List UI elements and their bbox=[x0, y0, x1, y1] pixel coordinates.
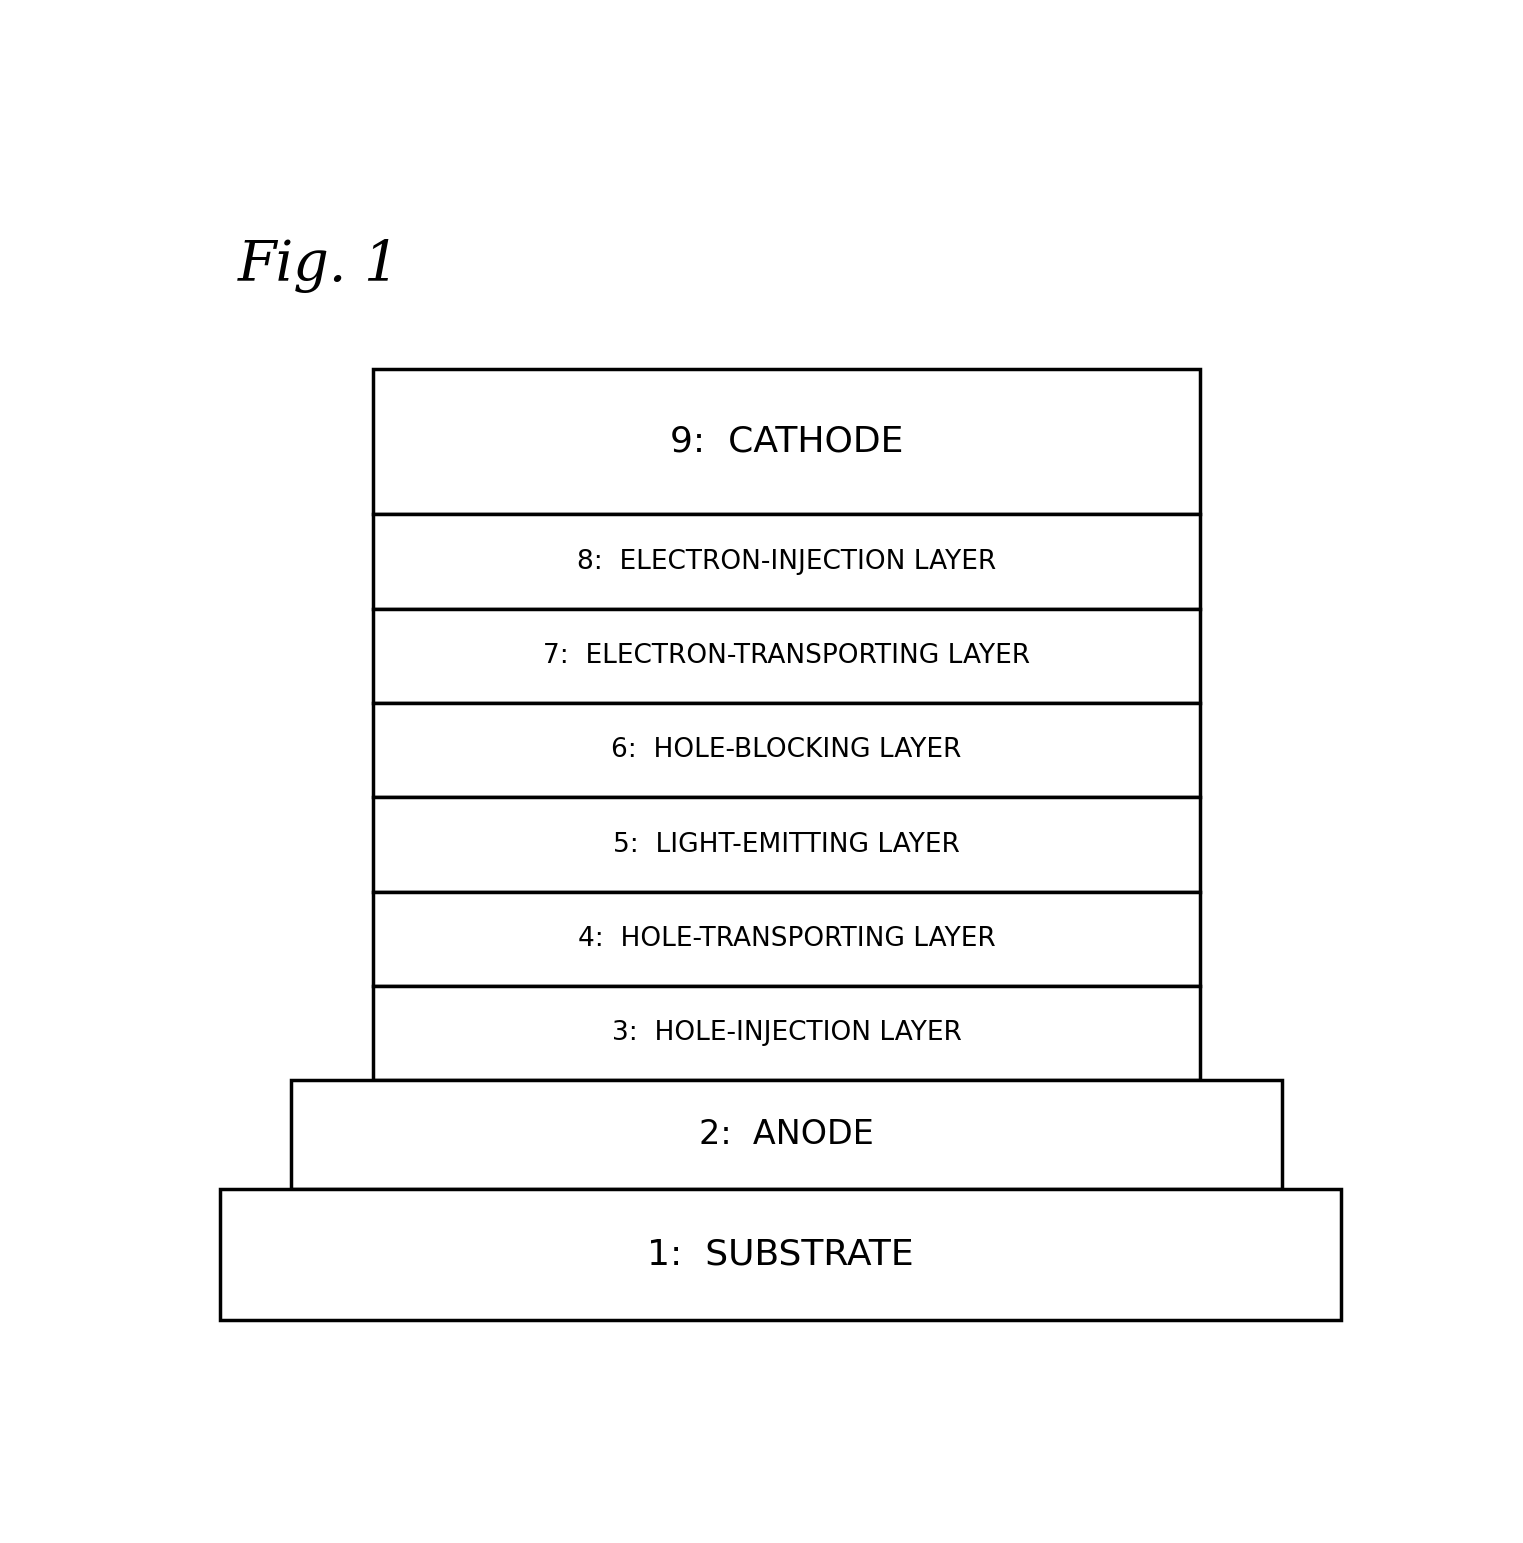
Text: 7:  ELECTRON-TRANSPORTING LAYER: 7: ELECTRON-TRANSPORTING LAYER bbox=[542, 643, 1030, 670]
Text: 4:  HOLE-TRANSPORTING LAYER: 4: HOLE-TRANSPORTING LAYER bbox=[577, 926, 996, 952]
Text: Fig. 1: Fig. 1 bbox=[238, 239, 401, 293]
Text: 3:  HOLE-INJECTION LAYER: 3: HOLE-INJECTION LAYER bbox=[612, 1020, 961, 1046]
Bar bbox=[373, 609, 1200, 704]
Bar bbox=[291, 1080, 1282, 1190]
Bar bbox=[373, 892, 1200, 986]
Bar bbox=[373, 704, 1200, 798]
Text: 5:  LIGHT-EMITTING LAYER: 5: LIGHT-EMITTING LAYER bbox=[612, 832, 959, 858]
Text: 1:  SUBSTRATE: 1: SUBSTRATE bbox=[647, 1237, 914, 1271]
Text: 9:  CATHODE: 9: CATHODE bbox=[670, 424, 903, 458]
Text: 2:  ANODE: 2: ANODE bbox=[699, 1119, 874, 1151]
Bar bbox=[373, 798, 1200, 892]
Text: 8:  ELECTRON-INJECTION LAYER: 8: ELECTRON-INJECTION LAYER bbox=[577, 549, 996, 574]
Bar bbox=[219, 1190, 1342, 1319]
Bar bbox=[373, 369, 1200, 514]
Bar bbox=[373, 986, 1200, 1080]
Text: 6:  HOLE-BLOCKING LAYER: 6: HOLE-BLOCKING LAYER bbox=[611, 738, 961, 764]
Bar bbox=[373, 514, 1200, 609]
